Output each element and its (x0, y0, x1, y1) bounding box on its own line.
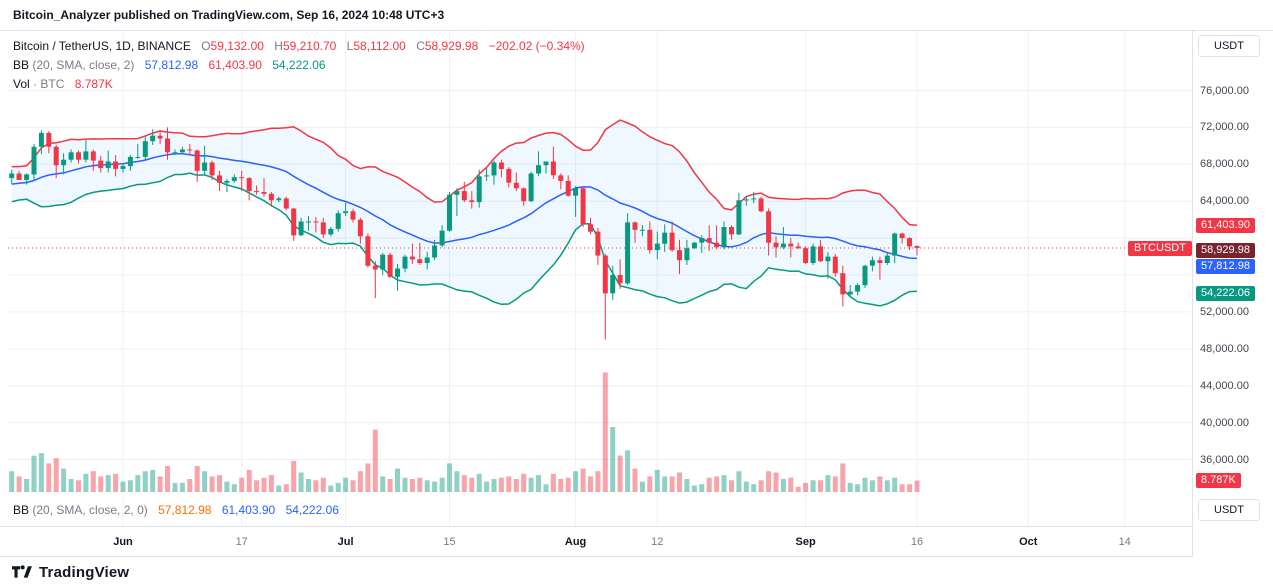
price-badge: 58,929.98 (1196, 242, 1255, 258)
low-label: L (346, 39, 354, 53)
currency-button-bottom[interactable]: USDT (1198, 499, 1260, 521)
bb2-indicator-name: BB (13, 503, 30, 517)
price-axis-label: 36,000.00 (1200, 453, 1249, 466)
symbol-title: Bitcoin / TetherUS, 1D, BINANCE (13, 39, 191, 53)
change-value: −202.02 (−0.34%) (488, 39, 585, 53)
price-badge: 57,812.98 (1196, 258, 1255, 274)
chart-widget: Bitcoin / TetherUS, 1D, BINANCE O59,132.… (0, 30, 1273, 558)
chart-legend: Bitcoin / TetherUS, 1D, BINANCE O59,132.… (13, 37, 585, 94)
tradingview-logo-icon (12, 565, 32, 578)
price-badge: 54,222.06 (1196, 285, 1255, 301)
attribution-text: Bitcoin_Analyzer published on TradingVie… (13, 8, 445, 22)
bb2-upper-value: 61,403.90 (221, 503, 276, 517)
price-axis-label: 76,000.00 (1200, 84, 1249, 97)
time-axis-label: Oct (1019, 536, 1038, 548)
open-label: O (201, 39, 211, 53)
volume-indicator-suffix: · BTC (33, 77, 65, 91)
price-axis-label: 48,000.00 (1200, 342, 1249, 355)
time-axis-label: 15 (443, 536, 456, 548)
time-axis-label: Jul (337, 536, 354, 548)
bb2-indicator-params: (20, SMA, close, 2, 0) (32, 503, 148, 517)
time-axis-label: Jun (113, 536, 133, 548)
time-axis-label: Sep (795, 536, 816, 548)
tradingview-wordmark: TradingView (39, 564, 130, 581)
bb-indicator-name: BB (13, 58, 30, 72)
open-value: 59,132.00 (210, 39, 264, 53)
low-value: 58,112.00 (353, 39, 406, 53)
close-value: 58,929.98 (424, 39, 479, 53)
price-axis-label: 72,000.00 (1200, 121, 1249, 134)
price-chart-canvas[interactable] (0, 31, 1192, 526)
legend-volume-row[interactable]: Vol · BTC 8.787K (13, 75, 585, 94)
price-axis-label: 64,000.00 (1200, 195, 1249, 208)
currency-button-top[interactable]: USDT (1198, 35, 1260, 57)
time-axis-label: 17 (235, 536, 248, 548)
price-axis-label: 68,000.00 (1200, 158, 1249, 171)
bb-lower-value: 54,222.06 (272, 58, 326, 72)
price-badge: 61,403.90 (1196, 217, 1255, 233)
high-value: 59,210.70 (282, 39, 337, 53)
time-axis-label: Aug (564, 536, 587, 548)
legend-bb-row[interactable]: BB (20, SMA, close, 2) 57,812.98 61,403.… (13, 56, 585, 75)
volume-indicator-name: Vol (13, 77, 30, 91)
volume-value: 8.787K (74, 77, 113, 91)
last-price-symbol-label: BTCUSDT (1128, 240, 1192, 256)
time-axis[interactable]: Jun 17 Jul 15 Aug 12 Sep 16 Oct 14 (0, 526, 1192, 558)
bb2-basis-value: 57,812.98 (158, 503, 212, 517)
price-axis-label: 52,000.00 (1200, 305, 1249, 318)
time-axis-label: 14 (1118, 536, 1131, 548)
bb2-lower-value: 54,222.06 (285, 503, 339, 517)
legend-symbol-row[interactable]: Bitcoin / TetherUS, 1D, BINANCE O59,132.… (13, 37, 585, 56)
tradingview-logo[interactable]: TradingView (12, 564, 129, 581)
bb-indicator-params: (20, SMA, close, 2) (32, 58, 135, 72)
footer-bar: TradingView (0, 556, 1273, 588)
volume-badge: 8.787K (1196, 472, 1241, 488)
time-axis-label: 12 (651, 536, 664, 548)
high-label: H (274, 39, 283, 53)
price-axis-label: 40,000.00 (1200, 416, 1249, 429)
price-scale[interactable]: USDT USDT 76,000.00 72,000.00 68,000.00 64,… (1192, 31, 1273, 557)
close-label: C (416, 39, 425, 53)
bb-basis-value: 57,812.98 (144, 58, 199, 72)
attribution-bar: Bitcoin_Analyzer published on TradingVie… (0, 0, 1273, 30)
secondary-bb-legend[interactable]: BB (20, SMA, close, 2, 0) 57,812.98 61,4… (13, 503, 339, 517)
price-axis-label: 44,000.00 (1200, 379, 1249, 392)
bb-upper-value: 61,403.90 (208, 58, 262, 72)
time-axis-label: 16 (910, 536, 924, 548)
